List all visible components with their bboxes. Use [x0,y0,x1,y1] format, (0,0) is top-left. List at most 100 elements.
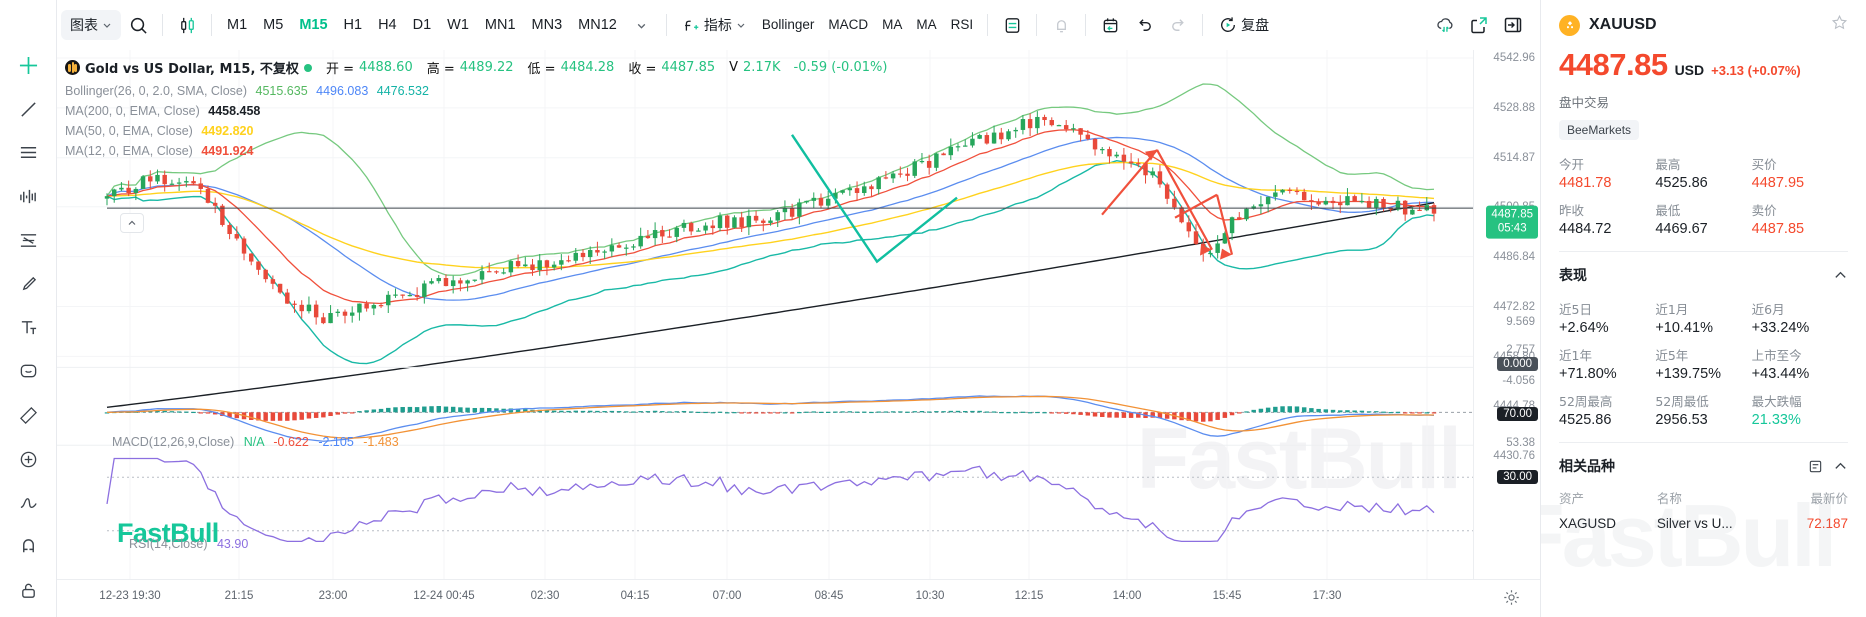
timeframe-m15[interactable]: M15 [299,17,328,33]
table-row[interactable]: XAGUSD Silver vs U... 72.187 [1559,516,1848,531]
perf-label: 52周最低 [1655,394,1709,409]
trendline-tool[interactable] [9,92,47,127]
chevron-down-icon [103,23,111,28]
chart-type-button[interactable] [170,10,204,40]
cloud-sync-icon [1436,17,1453,32]
indicators-button[interactable]: 指标 [674,10,755,40]
perf-value: +10.41% [1655,320,1713,336]
timeframe-h1[interactable]: H1 [343,17,363,33]
alert-bell-icon [1056,19,1066,32]
calendar-button[interactable] [1093,10,1127,40]
perf-cell: 52周最高 4525.86 [1559,391,1655,428]
chart-menu-button[interactable]: 图表 [61,10,121,40]
price-tick: 4542.96 [1493,52,1535,64]
timeframe-m1[interactable]: M1 [227,17,248,33]
time-tick: 12:15 [1014,590,1044,602]
quote-cell: 最低 4469.67 [1655,200,1751,237]
toolbar-divider-5 [1036,14,1038,36]
emoji-tool[interactable] [9,354,47,389]
price-currency: USD [1674,62,1705,78]
quote-cell: 买价 4487.95 [1752,154,1848,191]
popout-button[interactable] [1462,10,1496,40]
indicator-chip-ma-1[interactable]: MA [882,17,903,32]
indicator-chip-rsi[interactable]: RSI [950,17,974,32]
lock-tool[interactable] [9,573,47,608]
fx-indicator-icon [684,20,699,31]
timeframe-mn1[interactable]: MN1 [484,17,516,33]
related-asset: XAGUSD [1559,516,1617,531]
timeframe-mn12[interactable]: MN12 [578,17,617,33]
fib-tool[interactable] [9,223,47,258]
indicator-chip-macd[interactable]: MACD [828,17,869,32]
symbol-header: XAUUSD [1559,0,1848,36]
chart-settings-gear-button[interactable] [1503,589,1520,611]
related-section-header[interactable]: 相关品种 [1559,456,1848,476]
toolbar-divider-7 [1202,14,1204,36]
collapse-panel-button[interactable] [1496,10,1530,40]
timeframe-m5[interactable]: M5 [263,17,284,33]
popout-icon [1471,17,1487,34]
cloud-sync-button[interactable] [1428,10,1462,40]
performance-collapse-icon[interactable] [1833,268,1848,283]
layers-button[interactable] [995,10,1029,40]
wave-tool[interactable] [9,179,47,214]
perf-label: 近1年 [1559,348,1592,363]
measure-tool[interactable] [9,398,47,433]
chart-column: 图表 M1 M5 M15 H1 H4 D1 W1 MN1 MN3 MN12 [57,0,1540,617]
timeframe-more-button[interactable] [625,10,659,40]
indicator-chip-bollinger[interactable]: Bollinger [761,17,815,32]
perf-value: +2.64% [1559,320,1609,336]
chart-board[interactable]: Gold vs US Dollar, M15, 不复权 开 = 4488.60 … [57,50,1540,579]
calendar-icon [1103,17,1117,32]
zoom-tool[interactable] [9,442,47,477]
chart-plot-area[interactable] [57,50,1540,579]
chart-toolbar: 图表 M1 M5 M15 H1 H4 D1 W1 MN1 MN3 MN12 [57,0,1540,50]
timeframe-d1[interactable]: D1 [412,17,432,33]
price-tick: 4514.87 [1493,152,1535,164]
broker-tag[interactable]: BeeMarkets [1559,120,1640,140]
performance-title: 表现 [1559,268,1587,284]
related-header-icons[interactable] [1808,459,1848,474]
quote-cell: 今开 4481.78 [1559,154,1655,191]
chart-settings-gear-icon [1504,590,1519,605]
related-name: Silver vs U... [1656,516,1733,531]
perf-label: 近5日 [1559,302,1592,317]
crosshair-tool[interactable] [9,48,47,83]
horizontal-lines-tool[interactable] [9,136,47,171]
time-tick: 14:00 [1112,590,1142,602]
perf-label: 近6月 [1751,302,1785,317]
candle-type-icon [180,17,194,33]
quote-label: 最高 [1655,157,1681,172]
pane-collapse-button[interactable] [120,213,144,233]
quote-cell: 最高 4525.86 [1655,154,1751,191]
rsi-bottom-badge: 30.00 [1497,470,1538,484]
performance-section-header[interactable]: 表现 [1559,265,1848,285]
timeframe-h4[interactable]: H4 [378,17,397,33]
toolbar-divider-3 [665,14,667,36]
signature-tool[interactable] [9,486,47,521]
alert-button[interactable] [1044,10,1078,40]
toolbar-divider-6 [1085,14,1087,36]
quote-value: 4484.72 [1559,221,1612,237]
price-row: 4487.85 USD +3.13 (+0.07%) [1559,47,1848,83]
magnet-tool[interactable] [9,529,47,564]
search-button[interactable] [121,10,155,40]
perf-label: 52周最高 [1559,394,1613,409]
time-tick: 10:30 [915,590,945,602]
quote-value: 4525.86 [1655,175,1708,191]
undo-button[interactable] [1127,10,1161,40]
replay-button[interactable]: 复盘 [1210,10,1278,40]
quote-label: 今开 [1559,157,1585,172]
indicator-chip-ma-2[interactable]: MA [916,17,937,32]
perf-cell: 近5年 +139.75% [1655,345,1751,382]
price-axis[interactable]: 4542.96 4528.88 4514.87 4500.85 4486.84 … [1473,50,1540,579]
redo-button[interactable] [1161,10,1195,40]
text-tool[interactable] [9,311,47,346]
current-price-time: 05:43 [1497,223,1527,235]
favorite-star-icon[interactable] [1831,14,1848,36]
timeframe-mn3[interactable]: MN3 [531,17,563,33]
time-axis[interactable]: 12-23 19:30 21:15 23:00 12-24 00:45 02:3… [57,579,1540,617]
brush-tool[interactable] [9,267,47,302]
timeframe-w1[interactable]: W1 [447,17,469,33]
toolbar-divider-2 [211,14,212,36]
